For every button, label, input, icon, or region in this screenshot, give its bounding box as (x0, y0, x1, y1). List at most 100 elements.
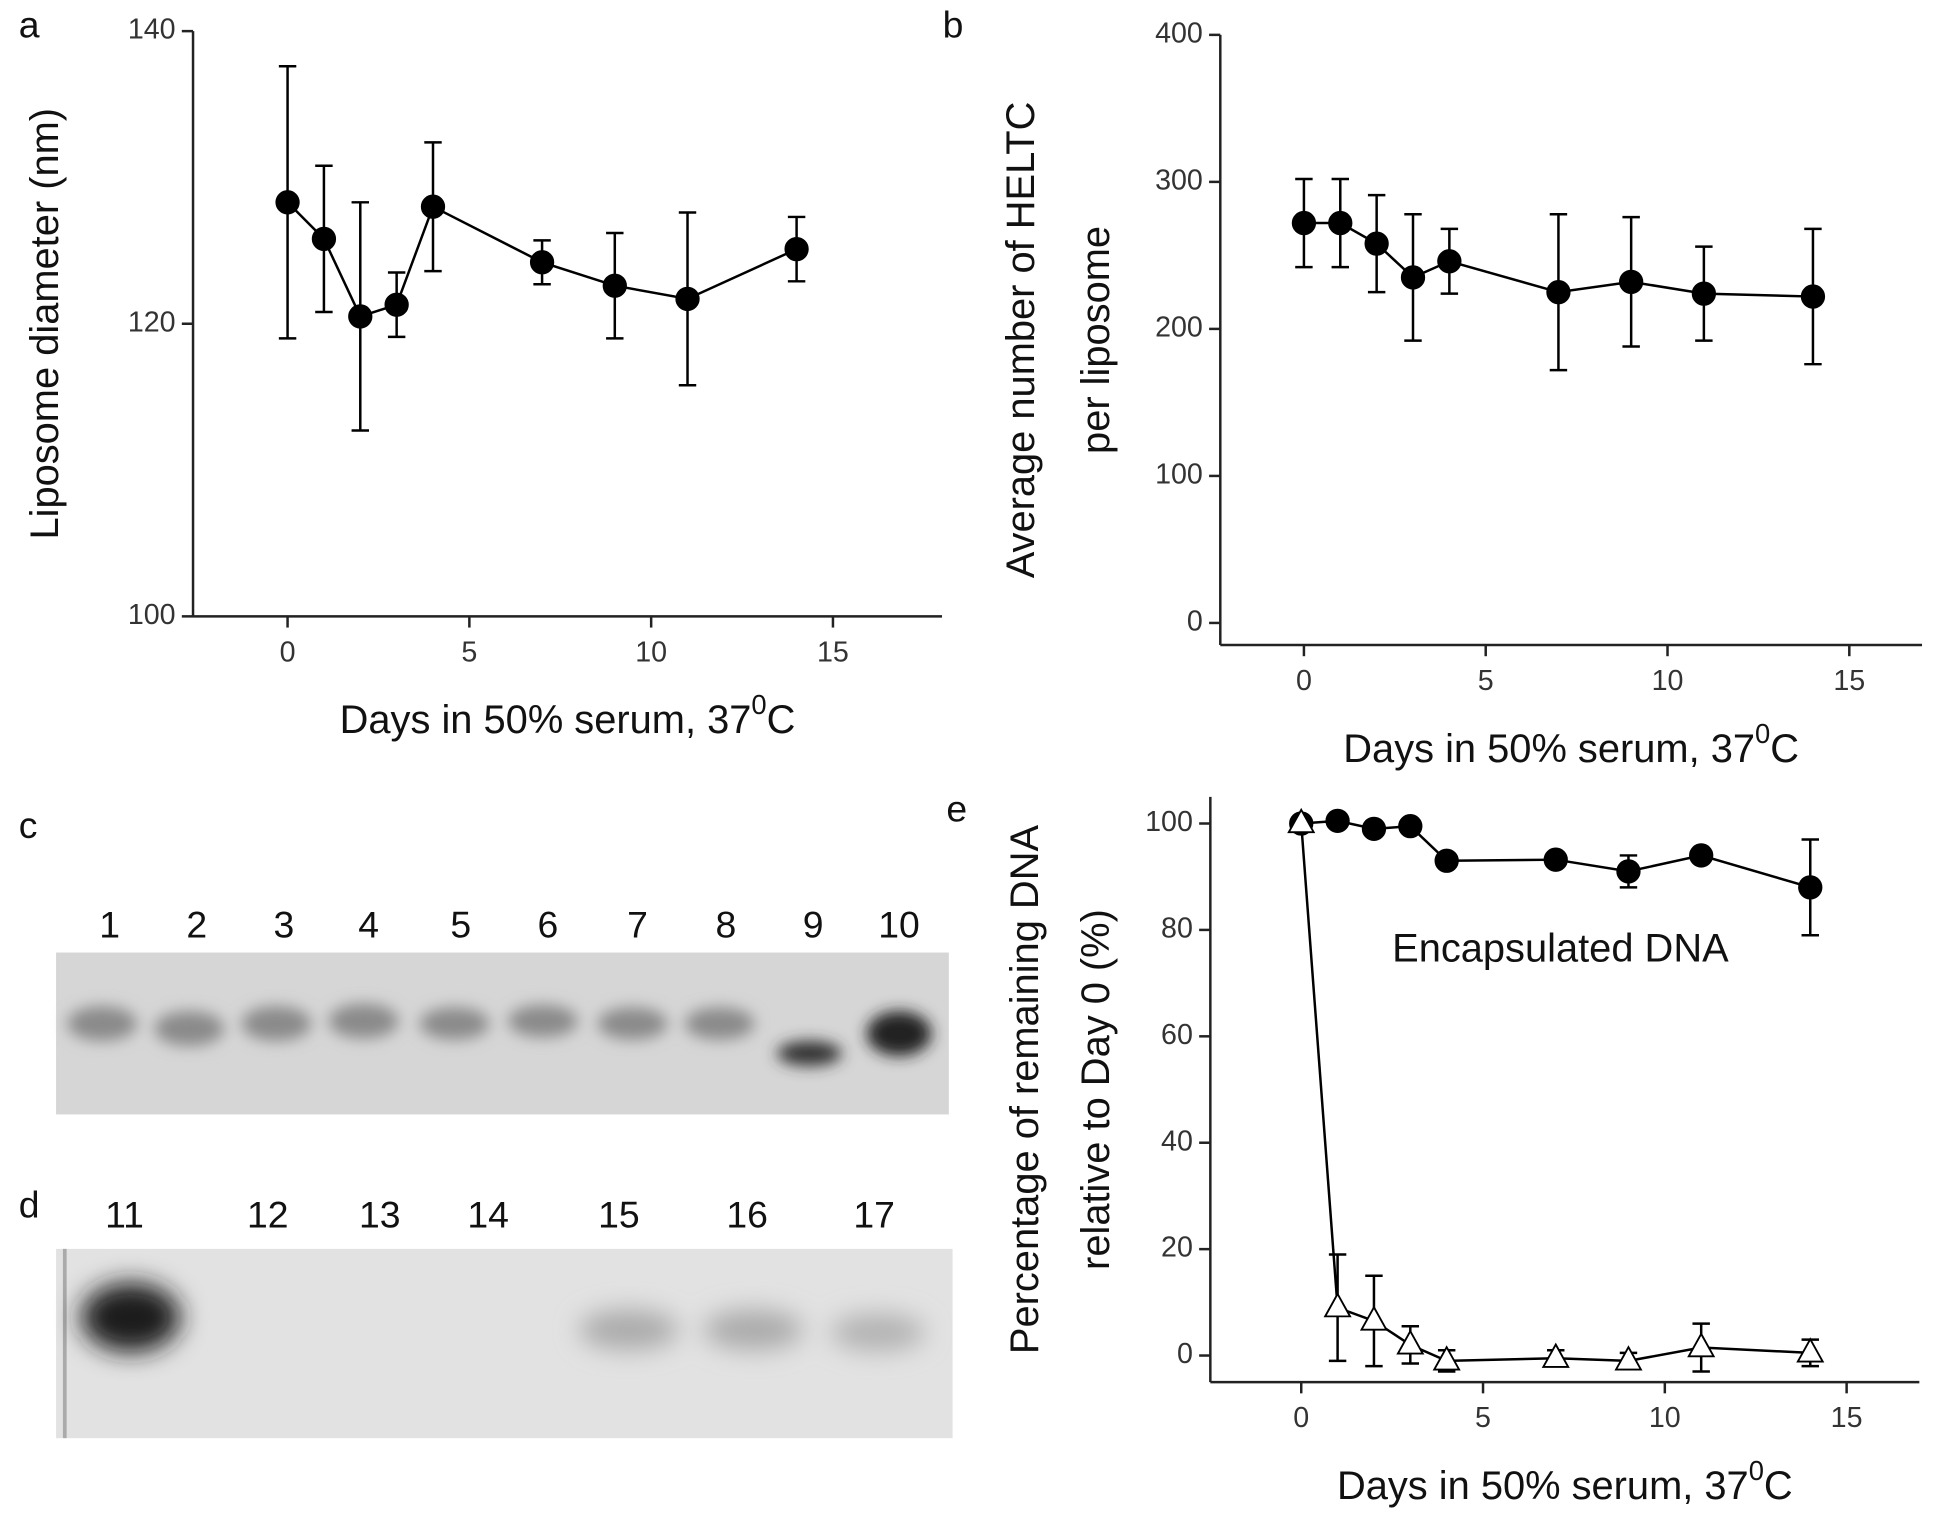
marker (1361, 816, 1387, 841)
panel-label: a (19, 3, 40, 45)
x-axis-label: Days in 50% serum, 370C (340, 689, 796, 742)
y-axis-label: relative to Day 0 (%) (1074, 909, 1118, 1270)
chart: 0 5 10 15 0 100 200 300 400 Days in 50% serum, 37… (943, 3, 1923, 771)
marker (529, 250, 555, 275)
marker (1687, 1331, 1716, 1358)
lane-label: 17 (853, 1194, 895, 1236)
lane-label: 15 (598, 1194, 640, 1236)
x-axis-label-part: C (767, 698, 796, 742)
y-tick-label: 60 (1161, 1019, 1193, 1051)
annotation: Encapsulated DNA (1392, 927, 1729, 971)
x-tick-label: 0 (280, 636, 296, 668)
x-tick-label: 5 (1475, 1402, 1491, 1434)
x-axis-label-part: Days in 50% serum, 37 (1343, 726, 1755, 770)
marker (311, 226, 337, 252)
lane-label: 1 (99, 904, 120, 946)
x-axis-label-part: Days in 50% serum, 37 (1337, 1464, 1749, 1508)
lane-label: 11 (105, 1194, 144, 1236)
lane-label: 9 (803, 904, 824, 946)
marker (1689, 843, 1714, 868)
y-tick-label: 140 (128, 14, 176, 46)
lane-label: 3 (274, 904, 295, 946)
y-tick-label: 300 (1155, 164, 1203, 196)
x-tick-label: 0 (1296, 665, 1312, 697)
x-tick-label: 5 (1478, 665, 1494, 697)
y-axis-label: Average number of HELTC (999, 102, 1043, 579)
gel-c (56, 952, 949, 1115)
y-tick-label: 100 (1145, 806, 1193, 838)
marker (1619, 269, 1644, 294)
marker (1323, 1292, 1352, 1318)
marker (384, 292, 409, 317)
x-tick-label: 10 (1652, 665, 1684, 697)
marker (420, 194, 446, 219)
lane-label: 5 (450, 904, 471, 946)
y-tick-label: 100 (1155, 458, 1203, 490)
x-axis-label: Days in 50% serum, 370C (1343, 718, 1799, 771)
marker (1798, 875, 1823, 900)
lane-label: 12 (247, 1194, 289, 1236)
marker (1359, 1305, 1388, 1331)
lane-label: 14 (467, 1194, 509, 1236)
y-axis-label: Liposome diameter (nm) (23, 108, 67, 540)
lane-label: 7 (627, 904, 648, 946)
marker (1400, 265, 1426, 290)
marker (675, 286, 700, 312)
x-tick-label: 15 (1831, 1402, 1863, 1434)
panel-label: e (946, 788, 967, 830)
marker (602, 273, 627, 298)
panel-label: b (943, 3, 964, 45)
lane-label: 13 (359, 1194, 401, 1236)
lane-label: 6 (538, 904, 559, 946)
marker (1434, 848, 1459, 873)
y-tick-label: 0 (1177, 1338, 1193, 1370)
marker (1287, 807, 1316, 834)
x-axis-label-part: C (1764, 1464, 1793, 1508)
marker (1437, 249, 1462, 274)
marker (1291, 210, 1317, 236)
marker (1614, 1345, 1643, 1371)
marker (1432, 1345, 1461, 1371)
lane-label: 4 (358, 904, 379, 946)
marker (1796, 1337, 1825, 1363)
panel-label: d (19, 1184, 40, 1226)
gel-bands (67, 1003, 932, 1066)
marker (1616, 859, 1641, 884)
y-tick-label: 120 (128, 306, 176, 338)
marker (348, 304, 373, 329)
lane-label: 8 (716, 904, 737, 946)
x-axis-label-part: 0 (1755, 718, 1770, 749)
x-axis-label-part: Days in 50% serum, 37 (340, 698, 752, 742)
marker (1541, 1342, 1570, 1368)
x-tick-label: 10 (635, 636, 667, 668)
lane-label: 16 (726, 1194, 768, 1236)
marker (1398, 814, 1423, 839)
x-tick-label: 0 (1293, 1402, 1309, 1434)
marker (1546, 280, 1571, 305)
marker (1800, 284, 1826, 309)
x-axis-label-part: 0 (751, 689, 766, 720)
lane-label: 10 (878, 904, 920, 946)
marker (784, 236, 809, 262)
y-tick-label: 0 (1187, 606, 1203, 638)
y-axis-label: Percentage of remaining DNA (1003, 825, 1047, 1355)
marker (1543, 847, 1568, 872)
y-tick-label: 400 (1155, 17, 1203, 49)
x-axis-label: Days in 50% serum, 370C (1337, 1455, 1793, 1508)
x-tick-label: 15 (1833, 665, 1865, 697)
marker (1396, 1329, 1425, 1355)
x-axis-label-part: 0 (1749, 1455, 1764, 1486)
gel-bands (80, 1282, 926, 1353)
marker (275, 190, 300, 215)
lane-label: 2 (186, 904, 207, 946)
y-axis-label: per liposome (1074, 226, 1118, 454)
marker (1691, 281, 1717, 306)
x-tick-label: 15 (817, 636, 849, 668)
x-tick-label: 10 (1649, 1402, 1681, 1434)
panel-label: c (19, 804, 38, 846)
y-tick-label: 100 (128, 599, 176, 631)
